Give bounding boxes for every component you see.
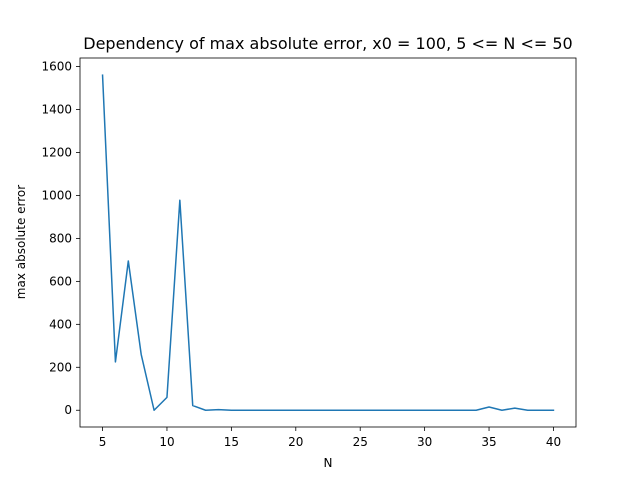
x-tick-label: 30	[417, 435, 432, 449]
y-tick-label: 400	[49, 317, 72, 331]
x-tick-label: 35	[481, 435, 496, 449]
y-tick-label: 1400	[41, 103, 72, 117]
x-tick-label: 15	[224, 435, 239, 449]
y-tick-label: 1600	[41, 60, 72, 74]
chart-title: Dependency of max absolute error, x0 = 1…	[83, 34, 572, 53]
x-tick-label: 40	[546, 435, 561, 449]
x-tick-label: 25	[353, 435, 368, 449]
y-tick-label: 1200	[41, 146, 72, 160]
x-tick-label: 10	[159, 435, 174, 449]
x-axis-label: N	[324, 456, 333, 470]
y-tick-label: 1000	[41, 188, 72, 202]
y-axis-label: max absolute error	[14, 185, 28, 299]
axes-frame	[79, 57, 577, 428]
y-tick-label: 600	[49, 274, 72, 288]
axis-ticks: 5 10 15 20 25 30 35 400200400600800100012001400…	[41, 60, 561, 449]
x-tick-label: 20	[288, 435, 303, 449]
x-tick-label: 5	[99, 435, 107, 449]
y-tick-label: 200	[49, 360, 72, 374]
y-tick-label: 0	[64, 403, 72, 417]
series-line-0	[101, 74, 555, 411]
plot-area	[79, 57, 577, 428]
y-tick-label: 800	[49, 231, 72, 245]
